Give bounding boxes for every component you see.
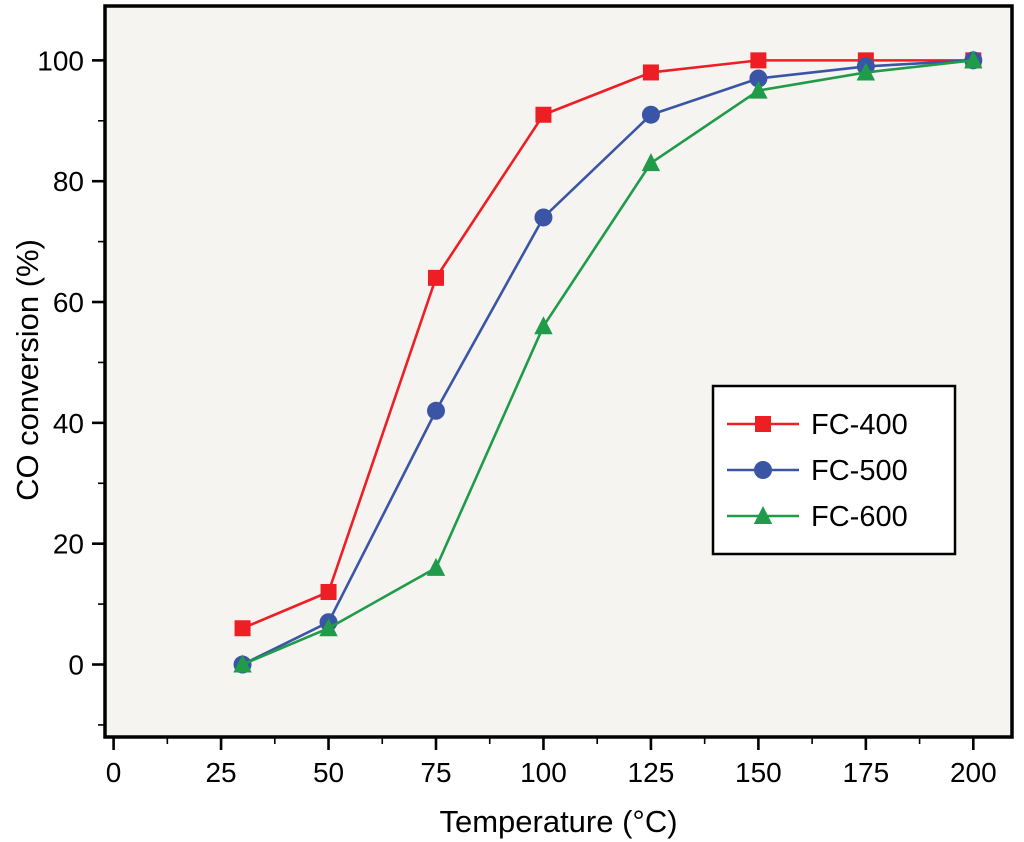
legend-label-fc-400: FC-400 xyxy=(811,409,908,441)
plot-area xyxy=(105,6,1012,737)
data-point-fc-400 xyxy=(427,269,444,286)
x-tick-label: 200 xyxy=(950,757,997,788)
x-tick-label: 50 xyxy=(313,757,344,788)
x-tick-label: 75 xyxy=(420,757,451,788)
data-point-fc-600 xyxy=(319,618,338,637)
data-point-fc-500 xyxy=(534,208,553,227)
data-point-fc-500 xyxy=(641,105,660,124)
y-tick-label: 60 xyxy=(53,287,84,318)
y-tick-label: 20 xyxy=(53,529,84,560)
data-point-fc-400 xyxy=(750,52,767,69)
data-point-fc-600 xyxy=(641,153,661,172)
x-tick-label: 125 xyxy=(628,757,675,788)
data-point-fc-600 xyxy=(534,316,553,335)
series-line-fc-600 xyxy=(242,59,974,666)
x-tick-label: 175 xyxy=(842,757,889,788)
y-tick-label: 100 xyxy=(37,45,84,76)
series-line-fc-400 xyxy=(242,59,974,630)
data-point-fc-400 xyxy=(535,106,552,123)
data-point-fc-400 xyxy=(320,584,337,601)
x-tick-label: 0 xyxy=(106,757,122,788)
data-point-fc-500 xyxy=(749,69,768,88)
legend-marker-fc-500 xyxy=(754,461,772,479)
data-point-fc-600 xyxy=(749,80,768,99)
data-point-fc-600 xyxy=(964,50,983,69)
y-tick-label: 0 xyxy=(68,650,84,681)
legend-marker-fc-400 xyxy=(755,416,771,432)
y-tick-label: 80 xyxy=(53,166,84,197)
y-tick-label: 40 xyxy=(53,408,84,439)
x-tick-label: 150 xyxy=(735,757,782,788)
x-tick-label: 100 xyxy=(520,757,567,788)
data-point-fc-500 xyxy=(426,401,445,420)
y-axis-title: CO conversion (%) xyxy=(10,239,45,501)
data-point-fc-600 xyxy=(426,557,446,576)
data-point-fc-600 xyxy=(856,62,876,81)
legend-label-fc-600: FC-600 xyxy=(811,501,908,533)
plot-frame xyxy=(103,4,1014,739)
data-point-fc-400 xyxy=(642,64,659,81)
series-line-fc-500 xyxy=(241,59,974,666)
x-axis-title: Temperature (°C) xyxy=(439,804,678,839)
legend-label-fc-500: FC-500 xyxy=(811,455,908,487)
data-point-fc-600 xyxy=(233,654,252,673)
x-tick-label: 25 xyxy=(205,757,236,788)
data-point-fc-400 xyxy=(234,620,251,637)
legend-marker-fc-600 xyxy=(753,506,773,524)
